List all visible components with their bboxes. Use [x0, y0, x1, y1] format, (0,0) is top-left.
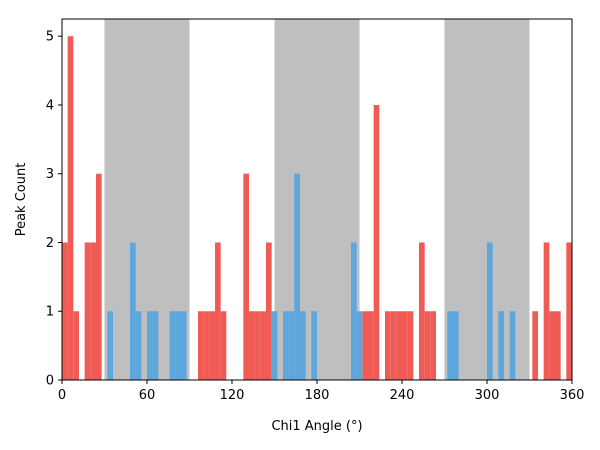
y-tick-label: 1 — [46, 305, 54, 320]
histogram-bar-red — [368, 311, 374, 380]
histogram-bar-red — [362, 311, 368, 380]
histogram-bar-red — [430, 311, 436, 380]
histogram-bar-red — [90, 242, 96, 380]
x-tick-label: 240 — [390, 388, 415, 403]
histogram-bar-blue — [498, 311, 504, 380]
histogram-bar-blue — [147, 311, 153, 380]
y-tick-label: 0 — [46, 374, 54, 389]
x-axis-label: Chi1 Angle (°) — [271, 419, 362, 434]
histogram-bar-red — [203, 311, 210, 380]
y-tick-label: 2 — [46, 236, 54, 251]
histogram-bar-red — [543, 242, 550, 380]
x-axis-ticks: 0 60 120 180 240 300 360 — [58, 380, 585, 403]
histogram-bar-red — [402, 311, 408, 380]
histogram-bar-red — [67, 36, 74, 380]
histogram-bar-red — [419, 242, 425, 380]
histogram-bar-blue — [271, 311, 278, 380]
histogram-bar-blue — [351, 242, 357, 380]
histogram-bar-red — [566, 242, 572, 380]
histogram-bar-blue — [181, 311, 187, 380]
x-tick-label: 360 — [560, 388, 585, 403]
histogram-bar-red — [260, 311, 266, 380]
histogram-bar-red — [407, 311, 414, 380]
y-tick-label: 3 — [46, 167, 54, 182]
histogram-bar-red — [390, 311, 397, 380]
histogram-bar-red — [220, 311, 227, 380]
histogram-bar-red — [215, 242, 221, 380]
y-tick-label: 4 — [46, 98, 54, 113]
histogram-bar-blue — [107, 311, 113, 380]
y-tick-label: 5 — [46, 30, 54, 45]
histogram-bar-red — [373, 104, 380, 380]
histogram-bar-blue — [447, 311, 453, 380]
histogram-bar-red — [424, 311, 431, 380]
histogram-bar-red — [385, 311, 391, 380]
histogram-bar-red — [549, 311, 555, 380]
histogram-bar-red — [96, 173, 102, 380]
histogram-bar-blue — [487, 242, 493, 380]
histogram-bar-blue — [311, 311, 317, 380]
histogram-bar-blue — [175, 311, 181, 380]
histogram-bars — [62, 36, 572, 380]
histogram-bar-red — [249, 311, 255, 380]
histogram-bar-red — [396, 311, 402, 380]
histogram-bar-blue — [356, 311, 363, 380]
histogram-bar-red — [532, 311, 538, 380]
histogram-bar-blue — [509, 311, 516, 380]
histogram-bar-red — [209, 311, 215, 380]
histogram-bar-red — [73, 311, 79, 380]
histogram-bar-red — [198, 311, 204, 380]
histogram-bar-red — [254, 311, 261, 380]
histogram-bar-red — [62, 242, 68, 380]
x-tick-label: 60 — [139, 388, 156, 403]
histogram-bar-blue — [152, 311, 159, 380]
histogram-bar-blue — [453, 311, 459, 380]
histogram-bar-blue — [294, 173, 300, 380]
histogram-bar-blue — [288, 311, 295, 380]
x-tick-label: 180 — [305, 388, 330, 403]
x-tick-label: 300 — [475, 388, 500, 403]
histogram-bar-red — [555, 311, 561, 380]
y-axis-label: Peak Count — [14, 163, 29, 237]
histogram-bar-red — [266, 242, 272, 380]
histogram-bar-red — [84, 242, 91, 380]
y-axis-ticks: 0 1 2 3 4 5 — [46, 30, 62, 389]
shaded-regions — [104, 19, 530, 380]
histogram-bar-blue — [283, 311, 289, 380]
histogram-bar-blue — [135, 311, 142, 380]
x-tick-label: 0 — [58, 388, 66, 403]
histogram-bar-blue — [130, 242, 136, 380]
histogram-bar-red — [243, 173, 249, 380]
histogram-bar-blue — [169, 311, 176, 380]
histogram-bar-blue — [300, 311, 306, 380]
x-tick-label: 120 — [220, 388, 245, 403]
